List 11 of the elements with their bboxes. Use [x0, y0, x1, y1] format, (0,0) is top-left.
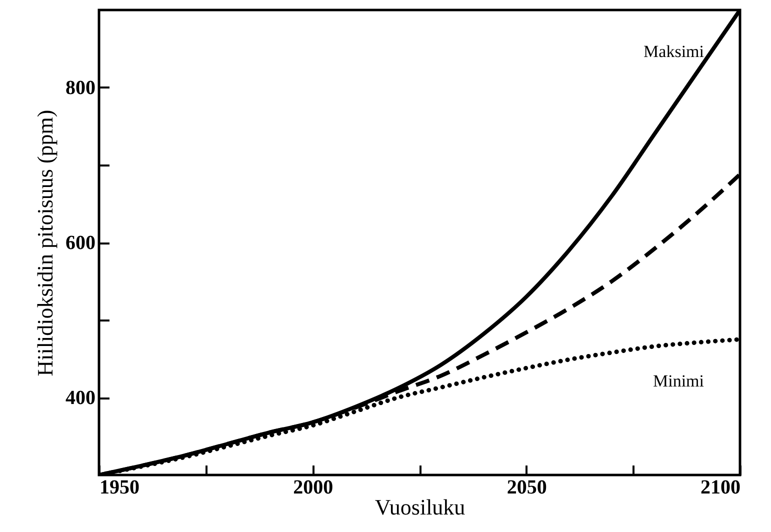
y-axis-title: Hiilidioksidin pitoisuus (ppm) — [32, 110, 58, 376]
y-tick-label: 600 — [66, 232, 96, 254]
x-axis-title: Vuosiluku — [374, 494, 466, 520]
x-tick-label: 2050 — [506, 476, 547, 498]
series-label: Minimi — [652, 371, 704, 390]
x-tick-label: 1950 — [100, 476, 140, 498]
series-label: Maksimi — [644, 42, 704, 61]
x-tick-label: 2000 — [293, 476, 334, 498]
y-tick-label: 800 — [66, 77, 96, 99]
x-tick-label: 2100 — [700, 476, 740, 498]
y-tick-label: 400 — [66, 387, 96, 409]
